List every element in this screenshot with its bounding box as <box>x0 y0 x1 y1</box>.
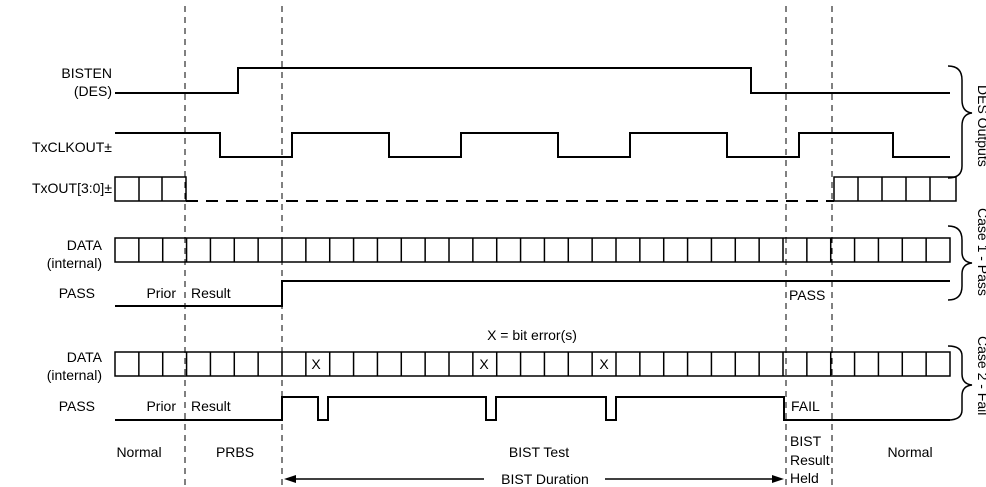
bit-error-mark: X <box>479 356 489 372</box>
arrowhead-right <box>772 475 784 483</box>
bracket-case1: Case 1 - Pass <box>947 208 986 301</box>
txout-cell <box>114 176 187 202</box>
phase-prbs: PRBS <box>216 444 254 460</box>
bisten-waveform <box>115 67 950 94</box>
bracket-label-des-outputs: DES Outputs <box>975 85 986 167</box>
bit-error-mark: X <box>311 356 321 372</box>
bist-duration-label: BIST Duration <box>501 471 589 487</box>
phase-bist-result-held-1: BIST <box>790 433 822 449</box>
fail-held-label: FAIL <box>791 398 820 414</box>
result-label-2: Result <box>191 398 231 414</box>
data-cell-row <box>114 351 951 377</box>
bracket-case2: Case 2 - Fail <box>947 336 986 421</box>
data2-sub-label: (internal) <box>47 367 102 383</box>
bisten-label: BISTEN <box>61 65 112 81</box>
data1-sub-label: (internal) <box>47 255 102 271</box>
bit-error-note: X = bit error(s) <box>487 327 577 343</box>
data2-label: DATA <box>67 349 103 365</box>
phase-normal-right: Normal <box>887 444 932 460</box>
bisten-sub-label: (DES) <box>74 83 112 99</box>
prior-label: Prior <box>146 285 176 301</box>
txout-waveform <box>114 176 957 202</box>
txclkout-waveform <box>115 132 950 158</box>
bracket-des-outputs: DES Outputs <box>947 65 986 179</box>
txout-cell <box>833 176 957 202</box>
data1-label: DATA <box>67 237 103 253</box>
pass2-waveform <box>115 396 950 421</box>
bracket-label-case1: Case 1 - Pass <box>975 208 986 296</box>
result-label: Result <box>191 285 231 301</box>
pass2-label: PASS <box>59 398 95 414</box>
phase-normal-left: Normal <box>116 444 161 460</box>
data2-waveform <box>114 351 951 377</box>
pass-held-label: PASS <box>789 287 825 303</box>
arrowhead-left <box>284 475 296 483</box>
bracket-label-case2: Case 2 - Fail <box>975 336 986 415</box>
pass1-label: PASS <box>59 285 95 301</box>
pass1-waveform <box>115 280 950 307</box>
prior-label-2: Prior <box>146 398 176 414</box>
txout-label: TxOUT[3:0]± <box>32 180 112 196</box>
phase-bist-result-held-3: Held <box>790 470 819 486</box>
data1-waveform <box>114 237 951 263</box>
phase-bist-result-held-2: Result <box>790 452 830 468</box>
signal-labels: BISTEN (DES) TxCLKOUT± TxOUT[3:0]± DATA … <box>32 65 112 414</box>
bit-error-mark: X <box>599 356 609 372</box>
phase-bist-test: BIST Test <box>509 444 569 460</box>
txclkout-label: TxCLKOUT± <box>32 139 112 155</box>
data-cell-row <box>114 237 951 263</box>
phase-labels: Normal PRBS BIST Test BIST Result Held N… <box>116 433 932 486</box>
bist-duration-arrow: BIST Duration <box>284 471 784 487</box>
